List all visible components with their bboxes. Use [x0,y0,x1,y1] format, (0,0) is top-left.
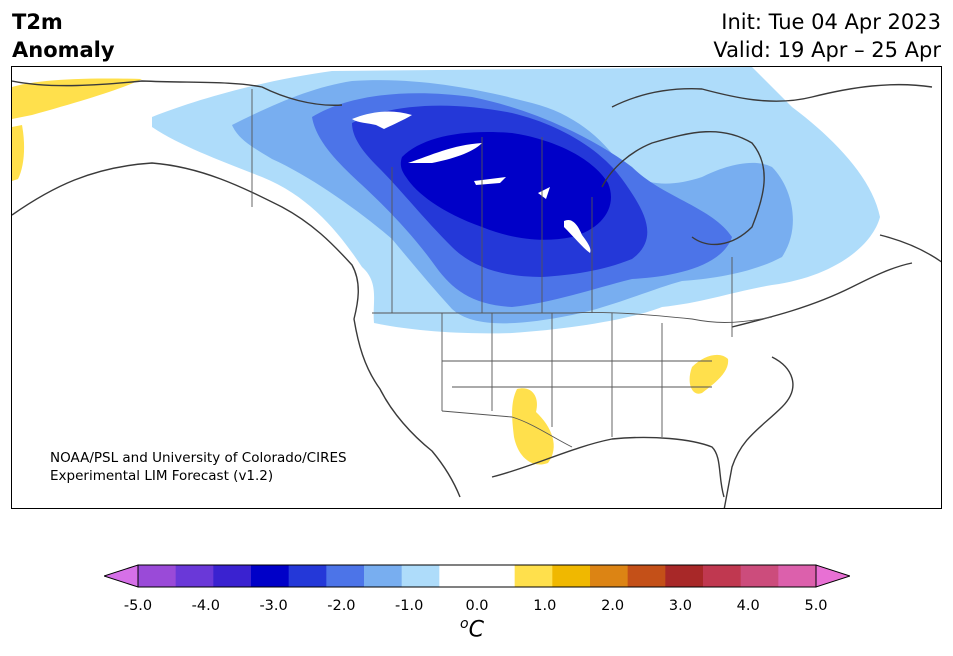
colorbar-segment [590,565,629,587]
colorbar-segment [627,565,666,587]
unit-superscript: o [460,616,469,632]
coast-hudson-bay [601,130,765,246]
colorbar-segment [514,565,553,587]
warm-texas [512,388,554,465]
political-borders [251,89,773,448]
lake-reindeer [538,187,550,199]
colorbar-extend-high [815,564,852,588]
colorbar-tick-label: 4.0 [736,598,760,614]
provincial-lines [391,137,733,337]
colorbar-segment [288,565,327,587]
warm-appalachia [689,354,729,394]
colorbar-tick-label: -3.0 [259,598,288,614]
colorbar-segment [477,565,516,587]
colorbar-extend-low [102,564,139,588]
lake-great-slave [408,143,482,163]
colorbar-unit: oC [460,616,484,642]
unit-label: C [468,617,484,643]
coastlines [12,80,941,508]
colorbar-svg [102,564,852,588]
border-us-canada [372,312,773,323]
forecast-dates: Init: Tue 04 Apr 2023 Valid: 19 Apr – 25… [713,8,941,64]
state-lines [441,313,712,437]
title-line-2: Anomaly [12,38,115,62]
credit-line-1: NOAA/PSL and University of Colorado/CIRE… [50,450,347,466]
init-date: Init: Tue 04 Apr 2023 [721,10,941,34]
border-us-mexico [441,410,573,448]
colorbar-segment [552,565,591,587]
lake-winnipeg [564,219,591,253]
colorbar-segment [778,565,817,587]
title-line-1: T2m [12,10,63,34]
colorbar-segment [138,565,177,587]
valid-range: Valid: 19 Apr – 25 Apr [713,38,941,62]
colorbar-tick-label: -1.0 [395,598,424,614]
cold-anomaly-regions [152,67,880,334]
colorbar-segment [251,565,290,587]
warm-greenland [12,78,142,119]
colorbar-segment [665,565,704,587]
credit-text: NOAA/PSL and University of Colorado/CIRE… [50,449,347,485]
colorbar-outline [137,564,817,588]
colorbar-segment [326,565,365,587]
colorbar-segment [703,565,742,587]
coast-alaska [12,80,343,106]
colorbar-segment [439,565,478,587]
lake-great-bear [352,111,412,129]
cold-max [400,132,611,240]
map-canvas [12,67,941,508]
map-title: T2m Anomaly [12,8,115,64]
coast-pacific [12,162,461,498]
anomaly-map: NOAA/PSL and University of Colorado/CIRE… [11,66,942,509]
colorbar-segment [401,565,440,587]
colorbar-tick-label: -5.0 [123,598,153,614]
colorbar-segment [213,565,252,587]
colorbar-segment [740,565,779,587]
warm-anomaly-regions [12,78,729,465]
colorbar-tick-label: -4.0 [191,598,220,614]
colorbar-tick-label: 0.0 [465,598,489,614]
colorbar-segment [175,565,214,587]
credit-line-2: Experimental LIM Forecast (v1.2) [50,468,274,484]
colorbar-tick-label: 1.0 [533,598,557,614]
colorbar-tick-label: 3.0 [668,598,692,614]
coast-arctic-islands [611,83,933,108]
colorbar-tick-label: 5.0 [804,598,828,614]
colorbar-tick-label: -2.0 [327,598,356,614]
colorbar-tick-label: 2.0 [601,598,625,614]
coast-gulf [491,436,725,498]
colorbar [102,563,852,593]
colorbar-ticks: -5.0 -4.0 -3.0 -2.0 -1.0 0.0 1.0 2.0 3.0 4.0 5.0 [0,598,953,618]
warm-greenland-south [12,125,25,181]
colorbar-segment [364,565,403,587]
